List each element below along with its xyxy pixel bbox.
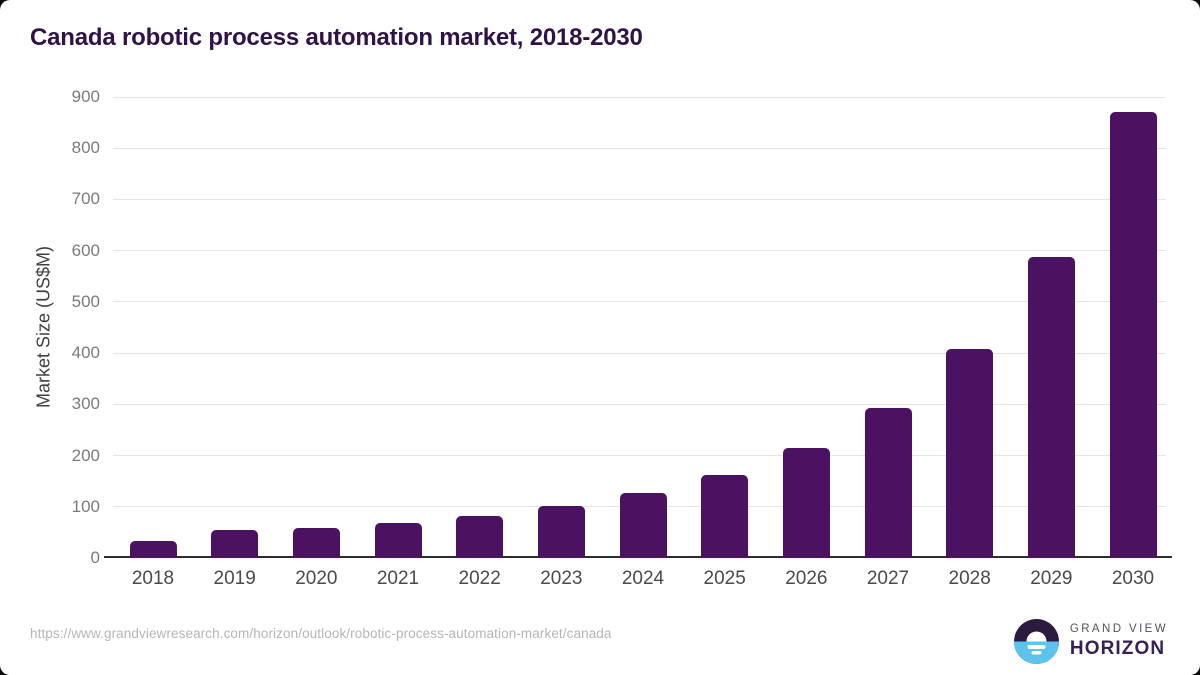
x-tick-label-2027: 2027 — [866, 568, 910, 589]
bar-2026 — [782, 447, 830, 558]
logo-brand-line2: HORIZON — [1069, 638, 1166, 659]
y-tick-label-200: 200 — [71, 445, 100, 465]
gridline-900 — [113, 96, 1166, 98]
bar-2020 — [292, 528, 340, 558]
y-tick-label-800: 800 — [71, 138, 100, 158]
x-tick-label-2020: 2020 — [295, 568, 338, 589]
x-tick-label-2022: 2022 — [458, 568, 501, 589]
bar-2023 — [537, 506, 585, 558]
y-tick-label-400: 400 — [71, 343, 100, 363]
bar-2018 — [129, 541, 177, 558]
x-tick-label-2019: 2019 — [213, 568, 256, 589]
y-tick-label-600: 600 — [71, 240, 100, 260]
x-tick-label-2025: 2025 — [703, 568, 746, 589]
bar-2024 — [619, 493, 667, 558]
bar-2025 — [701, 474, 749, 558]
x-tick-label-2023: 2023 — [540, 568, 583, 589]
logo-sun-icon — [1026, 631, 1047, 642]
bar-2030 — [1109, 112, 1157, 558]
gridline-300 — [113, 403, 1166, 405]
gridline-400 — [113, 352, 1166, 354]
y-tick-label-500: 500 — [71, 291, 100, 311]
x-tick-label-2026: 2026 — [785, 568, 828, 589]
bar-2029 — [1027, 256, 1075, 558]
y-tick-label-700: 700 — [71, 189, 100, 209]
gridline-200 — [113, 455, 1166, 457]
x-tick-label-2021: 2021 — [376, 568, 420, 589]
bar-2028 — [946, 348, 994, 558]
grandview-horizon-logo: GRAND VIEW HORIZON — [1013, 619, 1168, 664]
x-tick-label-2018: 2018 — [131, 568, 175, 589]
chart-title: Canada robotic process automation market… — [30, 24, 643, 51]
bar-2021 — [374, 523, 422, 558]
y-tick-label-300: 300 — [71, 394, 100, 414]
y-tick-label-900: 900 — [71, 87, 100, 106]
gridline-600 — [113, 250, 1166, 252]
gridline-800 — [113, 147, 1166, 149]
gridline-700 — [113, 198, 1166, 200]
logo-brand-line1: GRAND VIEW — [1069, 623, 1168, 635]
bar-2027 — [864, 408, 912, 558]
logo-text: GRAND VIEW HORIZON — [1070, 623, 1168, 660]
x-tick-label-2024: 2024 — [621, 568, 665, 589]
bar-2022 — [456, 515, 504, 558]
y-tick-label-0: 0 — [90, 548, 100, 567]
y-tick-label-100: 100 — [71, 496, 100, 516]
x-tick-label-2030: 2030 — [1111, 568, 1155, 589]
source-url: https://www.grandviewresearch.com/horizo… — [30, 626, 612, 641]
gridline-500 — [113, 301, 1166, 303]
bar-2019 — [211, 530, 259, 558]
horizon-logo-icon — [1013, 619, 1059, 664]
logo-reflection-line-1 — [1027, 645, 1046, 649]
x-tick-label-2029: 2029 — [1030, 568, 1073, 589]
logo-reflection-line-2 — [1031, 651, 1042, 655]
x-tick-label-2028: 2028 — [948, 568, 991, 589]
